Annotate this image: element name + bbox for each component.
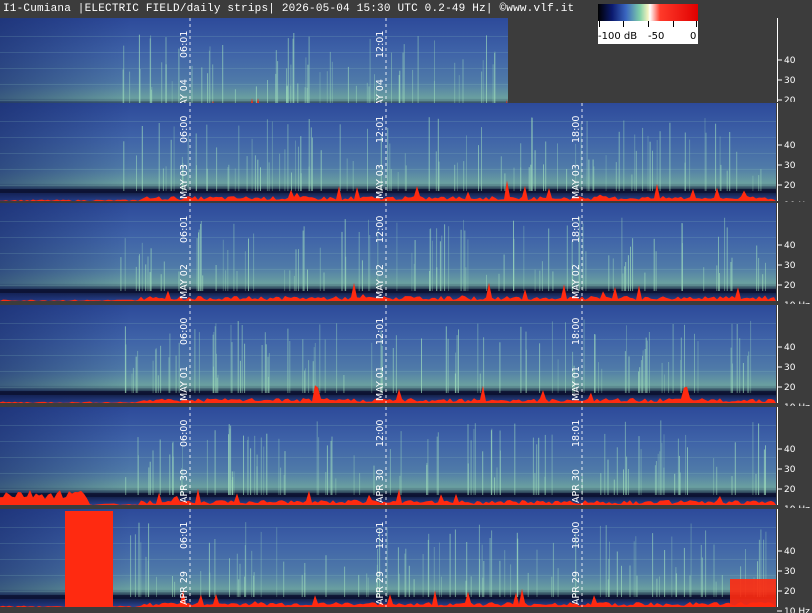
time-label: 12:00: [375, 216, 386, 243]
strip-background: [0, 203, 776, 301]
day-label: APR 30: [571, 469, 582, 503]
time-label: 18:00: [571, 318, 582, 345]
day-label: MAY 01: [179, 366, 190, 401]
frequency-axis: [777, 202, 812, 301]
axis-tick-label: 10 Hz: [784, 607, 810, 613]
strip-background: [0, 18, 508, 116]
frequency-axis: [777, 304, 812, 403]
strip-apr-30: 06:00 APR 30 12:00 APR 30 18:01 APR 30 40 30 20 1…: [0, 406, 812, 515]
day-label: APR 29: [179, 571, 190, 605]
time-label: 06:00: [179, 420, 190, 447]
axis-tick-label: 10 Hz: [784, 116, 810, 126]
frequency-axis: [777, 17, 812, 116]
color-scale-labels: -100 dB -50 0: [598, 21, 698, 44]
day-label: MAY 03: [571, 164, 582, 199]
legend-label-max: 0: [690, 31, 697, 42]
night-shade: [0, 203, 130, 301]
day-label: MAY 02: [375, 264, 386, 299]
red-activity: [0, 282, 776, 301]
color-scale-bar: [598, 4, 698, 21]
time-label: 06:01: [179, 216, 190, 243]
axis-tick-label: 20: [784, 181, 796, 191]
day-label: MAY 03: [375, 164, 386, 199]
time-label: 06:01: [179, 522, 190, 549]
day-label: APR 30: [179, 469, 190, 503]
day-label: APR 30: [375, 469, 386, 503]
axis-tick-label: 40: [784, 141, 796, 151]
axis-tick-label: 10 Hz: [784, 505, 810, 515]
legend-label-min: -100 dB: [598, 31, 638, 42]
day-label: APR 29: [571, 571, 582, 605]
axis-tick-label: 30: [784, 161, 796, 171]
axis-tick-label: 40: [784, 343, 796, 353]
time-label: 12:01: [375, 31, 386, 58]
frequency-axis: [777, 508, 812, 607]
red-activity: [0, 588, 776, 607]
strip-may-01: 06:00 MAY 01 12:01 MAY 01 18:00 MAY 01 40 30 20 1…: [0, 304, 812, 413]
red-activity: [0, 385, 776, 403]
frequency-axis: [777, 406, 812, 505]
axis-tick-label: 30: [784, 363, 796, 373]
color-scale-legend: -100 dB -50 0: [598, 4, 698, 44]
day-label: MAY 04: [179, 79, 190, 114]
frequency-axis: [777, 102, 812, 201]
red-activity: [0, 98, 508, 116]
day-label: MAY 01: [375, 366, 386, 401]
axis-tick-label: 10 Hz: [784, 301, 810, 311]
red-activity: [0, 488, 776, 505]
axis-tick-label: 20: [784, 281, 796, 291]
time-label: 12:01: [375, 318, 386, 345]
axis-tick-label: 40: [784, 241, 796, 251]
axis-tick-label: 30: [784, 76, 796, 86]
axis-tick-label: 40: [784, 445, 796, 455]
time-label: 18:01: [571, 420, 582, 447]
saturated-block: [65, 511, 113, 607]
night-shade: [0, 103, 130, 201]
legend-label-mid: -50: [648, 31, 665, 42]
axis-tick-label: 30: [784, 261, 796, 271]
night-shade: [0, 407, 130, 505]
strip-background: [0, 305, 776, 403]
day-label: MAY 01: [571, 366, 582, 401]
time-label: 06:01: [179, 31, 190, 58]
time-label: 06:00: [179, 116, 190, 143]
time-label: 12:01: [375, 116, 386, 143]
axis-tick-label: 20: [784, 383, 796, 393]
time-label: 18:00: [571, 116, 582, 143]
day-label: MAY 03: [179, 164, 190, 199]
strip-background: [0, 407, 776, 505]
time-label: 18:01: [571, 216, 582, 243]
page-title: I1-Cumiana |ELECTRIC FIELD/daily strips|…: [3, 3, 575, 15]
day-label: APR 29: [375, 571, 386, 605]
time-label: 12:00: [375, 420, 386, 447]
axis-tick-label: 20: [784, 587, 796, 597]
axis-tick-label: 30: [784, 465, 796, 475]
axis-tick-label: 10 Hz: [784, 403, 810, 413]
axis-tick-label: 30: [784, 567, 796, 577]
night-shade: [0, 18, 130, 116]
day-label: MAY 02: [571, 264, 582, 299]
time-label: 12:01: [375, 522, 386, 549]
axis-tick-label: 10 Hz: [784, 201, 810, 211]
axis-tick-label: 20: [784, 96, 796, 106]
time-label: 06:00: [179, 318, 190, 345]
night-shade: [0, 509, 130, 607]
strip-background: [0, 103, 776, 201]
axis-tick-label: 20: [784, 485, 796, 495]
strip-background: [0, 509, 776, 607]
strip-may-02: 06:01 MAY 02 12:00 MAY 02 18:01 MAY 02 40 30 20 1…: [0, 202, 812, 311]
axis-tick-label: 40: [784, 547, 796, 557]
time-label: 18:00: [571, 522, 582, 549]
strip-may-03: 06:00 MAY 03 12:01 MAY 03 18:00 MAY 03 40 30 20 1…: [0, 102, 812, 211]
day-label: MAY 02: [179, 264, 190, 299]
red-activity: [0, 180, 776, 201]
night-shade: [0, 305, 130, 403]
axis-tick-label: 40: [784, 56, 796, 66]
day-label: MAY 04: [375, 79, 386, 114]
strip-apr-29: 06:01 APR 29 12:01 APR 29 18:00 APR 29 40 30 20 1…: [0, 508, 812, 613]
